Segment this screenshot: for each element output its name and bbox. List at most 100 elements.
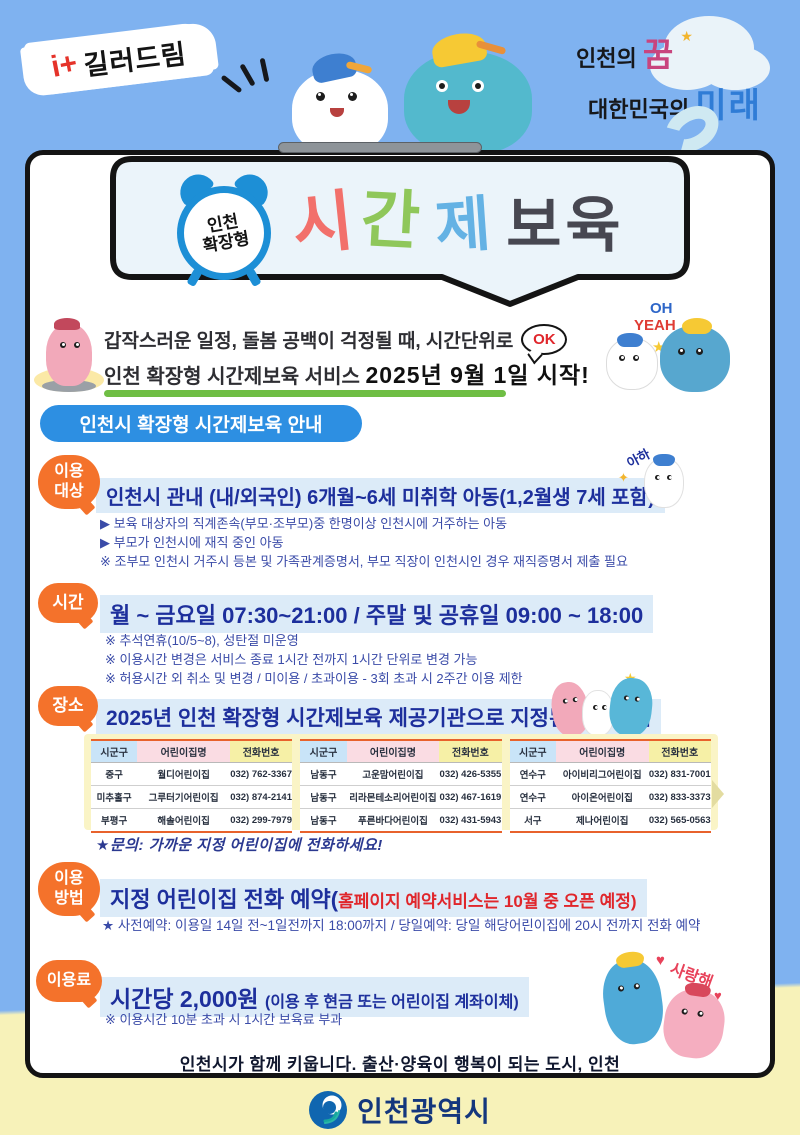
cell-name: 아이비리그어린이집 xyxy=(555,762,649,786)
badge-target-line1: 이용 xyxy=(54,463,84,480)
teal-seal-mascot xyxy=(396,29,544,154)
eye-icon xyxy=(678,348,685,355)
cell-district: 남동구 xyxy=(300,808,347,833)
title-banner: 인천 확장형 시 간 제 보육 xyxy=(110,156,690,308)
cell-district: 연수구 xyxy=(509,785,556,809)
fee-note: ※ 이용시간 10분 초과 시 1시간 보육료 부과 xyxy=(105,1012,343,1027)
white-seal-mascot xyxy=(292,49,388,154)
cell-district: 미추홀구 xyxy=(91,785,138,809)
eye-icon xyxy=(634,696,641,702)
cell-name: 그루터기어린이집 xyxy=(137,785,230,809)
cell-district: 남동구 xyxy=(300,785,347,809)
daycare-table: 시군구 어린이집명 전화번호 연수구 아이비리그어린이집 032) 831-70… xyxy=(509,739,711,833)
yellow-cap-icon xyxy=(682,318,712,334)
ok-speech-bubble: OK xyxy=(521,324,568,355)
title-char-si: 시 xyxy=(288,183,357,263)
cell-phone: 032) 299-7979 xyxy=(229,808,293,833)
blue-cap-icon xyxy=(617,333,643,347)
accent-dash-icon xyxy=(239,63,256,87)
daycare-table: 시군구 어린이집명 전화번호 남동구 고운맘어린이집 032) 426-5355… xyxy=(300,739,502,833)
accent-dash-icon xyxy=(259,57,270,83)
heart-icon: ♥ xyxy=(714,988,722,1003)
badge-fee: 이용료 xyxy=(36,960,102,1002)
cheer-yeah-text: YEAH xyxy=(634,317,676,334)
table-row: 중구 월디어린이집 032) 762-3367 xyxy=(91,762,293,786)
method-heading: 지정 어린이집 전화 예약(홈페이지 예약서비스는 10월 중 오픈 예정) xyxy=(100,879,647,917)
iplus-logo-icon: i+ xyxy=(48,46,81,84)
table-header-row: 시군구 어린이집명 전화번호 xyxy=(300,739,502,763)
eye-icon xyxy=(681,1008,689,1015)
target-bullets: ▶ 보육 대상자의 직계존속(부모·조부모)중 한명이상 인천시에 거주하는 아… xyxy=(100,514,628,571)
slogan-line2-prefix: 대한민국의 xyxy=(588,97,690,122)
footer: 인천광역시 xyxy=(0,1090,800,1130)
cell-name: 푸른바다어린이집 xyxy=(346,808,440,833)
header-name: 어린이집명 xyxy=(137,739,230,763)
table-row: 남동구 푸른바다어린이집 032) 431-5943 xyxy=(300,808,502,833)
hours-note-1: ※ 추석연휴(10/5~8), 성탄절 미운영 xyxy=(105,633,299,648)
eye-icon xyxy=(316,92,325,101)
seal-body xyxy=(46,324,92,386)
heart-icon: ♥ xyxy=(656,952,665,969)
cell-phone: 032) 831-7001 xyxy=(648,762,711,786)
cell-district: 연수구 xyxy=(509,762,556,786)
eye-icon xyxy=(562,698,569,704)
intro-start-date: 2025년 9월 1일 시작! xyxy=(365,362,590,388)
closing-message: 인천시가 함께 키웁니다. 출산·양육이 행복이 되는 도시, 인천 xyxy=(179,1055,621,1074)
eye-icon xyxy=(472,80,484,92)
cell-district: 남동구 xyxy=(300,762,347,786)
badge-method-line2: 방법 xyxy=(54,890,84,907)
city-slogan: 인천의 꿈 ★ 대한민국의 미래 xyxy=(576,16,776,127)
blue-seal-small xyxy=(598,950,668,1048)
target-bullet-1: ▶ 보육 대상자의 직계존속(부모·조부모)중 한명이상 인천시에 거주하는 아… xyxy=(100,516,508,531)
fee-payment-note: (이용 후 현금 또는 어린이집 계좌이체) xyxy=(264,994,519,1011)
gilleodeurim-logo: i+ 길러드림 xyxy=(23,20,215,98)
contact-note: ★문의: 가까운 지정 어린이집에 전화하세요! xyxy=(96,837,383,854)
white-seal-small xyxy=(606,333,658,390)
cheer-oh-text: OH xyxy=(650,300,673,317)
eye-icon xyxy=(667,475,672,480)
cell-name: 제나어린이집 xyxy=(555,808,649,833)
intro-line2-lead: 인천 확장형 시간제보육 서비스 xyxy=(104,366,366,388)
cell-name: 고운맘어린이집 xyxy=(346,762,440,786)
cell-district: 서구 xyxy=(509,808,556,833)
daycare-table-group-2: 시군구 어린이집명 전화번호 남동구 고운맘어린이집 032) 426-5355… xyxy=(300,739,502,833)
header-district: 시군구 xyxy=(300,739,347,763)
slogan-line1: 인천의 꿈 ★ xyxy=(576,28,776,76)
blue-seal-small xyxy=(660,318,730,392)
eye-icon xyxy=(696,348,703,355)
badge-hours: 시간 xyxy=(38,583,98,623)
pink-seal-mascot xyxy=(34,316,104,394)
poster-title: 시 간 제 보육 xyxy=(289,170,625,266)
slogan-dream-text: 꿈 xyxy=(642,36,675,73)
title-char-gan: 간 xyxy=(359,182,422,258)
eye-icon xyxy=(348,92,357,101)
hair-tuft xyxy=(54,318,80,330)
table-row: 연수구 아이온어린이집 032) 833-3373 xyxy=(509,785,711,809)
intro-line1-text: 갑작스러운 일정, 돌봄 공백이 걱정될 때, 시간단위로 xyxy=(104,331,514,352)
eye-icon xyxy=(697,1010,704,1018)
eye-icon xyxy=(633,982,641,990)
table-row: 연수구 아이비리그어린이집 032) 831-7001 xyxy=(509,762,711,786)
eye-icon xyxy=(60,342,66,348)
method-heading-close: ) xyxy=(630,892,637,911)
cloud-icon xyxy=(664,16,754,80)
badge-location: 장소 xyxy=(38,686,98,726)
hours-heading: 월 ~ 금요일 07:30~21:00 / 주말 및 공휴일 09:00 ~ 1… xyxy=(100,595,654,633)
table-header-row: 시군구 어린이집명 전화번호 xyxy=(509,739,711,763)
cell-phone: 032) 431-5943 xyxy=(439,808,502,833)
table-row: 미추홀구 그루터기어린이집 032) 874-2141 xyxy=(91,785,293,809)
fee-heading: 시간당 2,000원 (이용 후 현금 또는 어린이집 계좌이체) xyxy=(100,977,529,1017)
sparkle-icon: ✦ xyxy=(618,470,629,485)
aha-seal-mascot: 아하 ✦ xyxy=(618,446,688,510)
badge-target-line2: 대상 xyxy=(54,483,84,500)
intro-line2: 인천 확장형 시간제보육 서비스 2025년 9월 1일 시작! xyxy=(104,356,590,390)
daycare-table-group-3: 시군구 어린이집명 전화번호 연수구 아이비리그어린이집 032) 831-70… xyxy=(509,739,711,833)
alarm-clock-icon: 인천 확장형 xyxy=(172,167,276,288)
gilleodeurim-logo-text: 길러드림 xyxy=(81,38,189,81)
cell-name: 월디어린이집 xyxy=(137,762,230,786)
cell-phone: 032) 426-5355 xyxy=(439,762,502,786)
target-bullet-2: ▶ 부모가 인천시에 재직 중인 아동 xyxy=(100,535,284,550)
guide-pill: 인천시 확장형 시간제보육 안내 xyxy=(40,405,362,442)
daycare-table-panel: 시군구 어린이집명 전화번호 중구 월디어린이집 032) 762-3367 미… xyxy=(84,734,724,833)
fee-amount: 시간당 2,000원 xyxy=(110,986,265,1012)
